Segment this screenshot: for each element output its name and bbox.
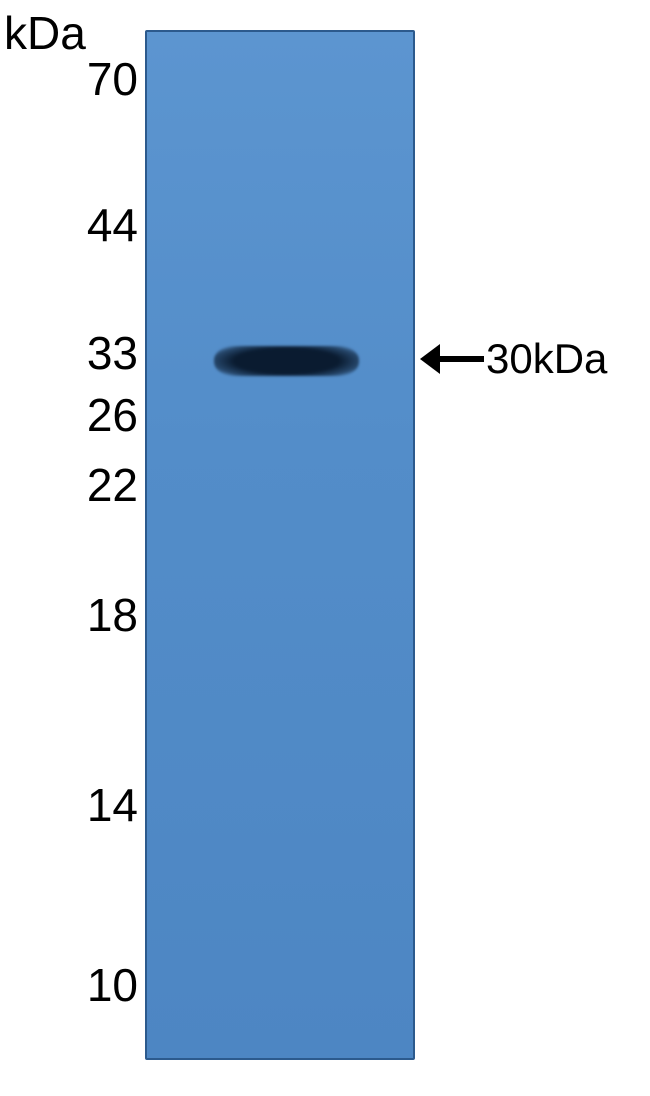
marker-label: 10 xyxy=(87,958,138,1012)
kda-unit-label: kDa xyxy=(4,6,86,60)
marker-label: 70 xyxy=(87,52,138,106)
marker-label: 26 xyxy=(87,388,138,442)
band-size-label: 30kDa xyxy=(486,335,607,383)
arrow-icon xyxy=(420,344,484,374)
band-callout: 30kDa xyxy=(420,335,607,383)
marker-label: 33 xyxy=(87,326,138,380)
marker-label: 22 xyxy=(87,458,138,512)
marker-label: 14 xyxy=(87,778,138,832)
marker-label: 44 xyxy=(87,198,138,252)
marker-label: 18 xyxy=(87,588,138,642)
protein-band xyxy=(214,346,359,376)
blot-membrane xyxy=(145,30,415,1060)
western-blot-figure: kDa 70 44 33 26 22 18 14 10 30kDa xyxy=(0,0,650,1096)
